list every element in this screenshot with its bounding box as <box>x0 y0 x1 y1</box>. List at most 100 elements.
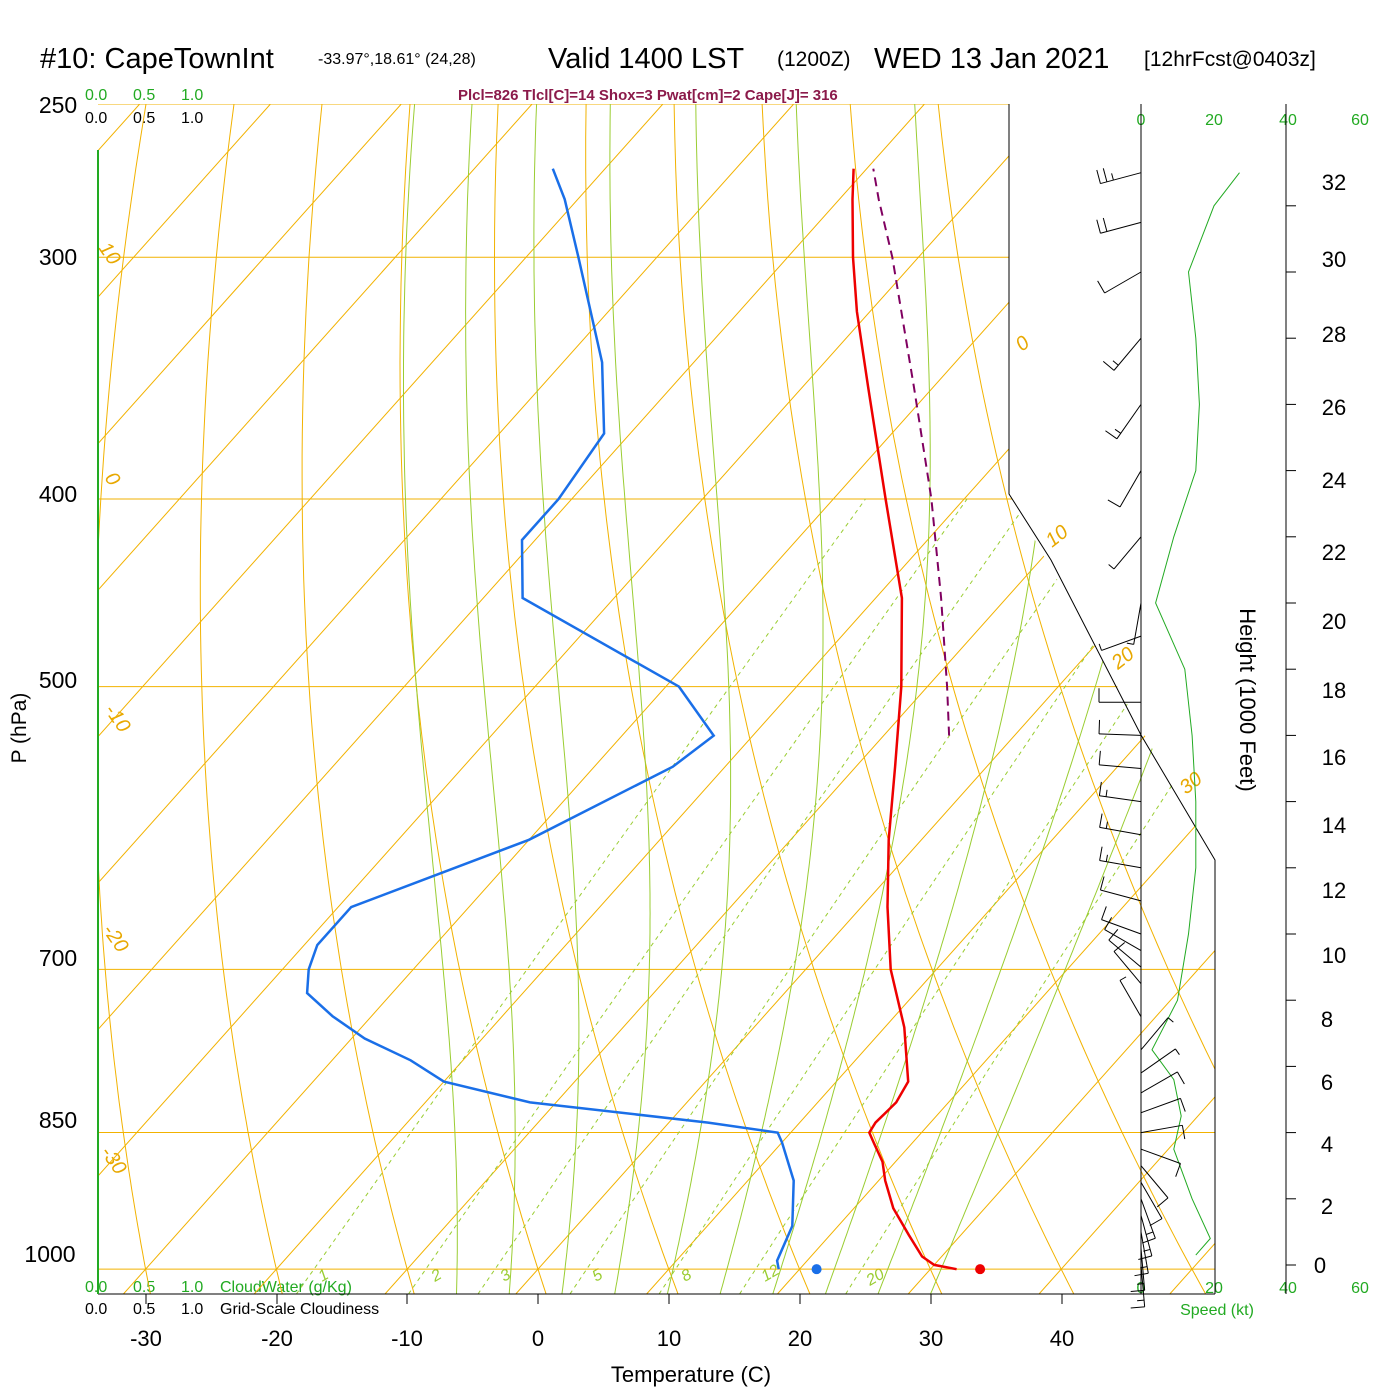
height-label: 16 <box>1322 745 1346 770</box>
parcel-trace <box>872 168 951 736</box>
cloudiness-tick: 0.5 <box>133 1301 155 1318</box>
barb-shaft <box>1099 733 1142 736</box>
x-axis-title: Temperature (C) <box>611 1362 771 1387</box>
wind-barb <box>1119 976 1142 1018</box>
wind-barb <box>1130 1248 1146 1293</box>
surface-dewpoint-marker <box>811 1264 822 1275</box>
temperature-label: -30 <box>130 1326 162 1351</box>
dry-adiabat-line <box>98 104 151 1294</box>
barb-half-flag <box>1146 1231 1154 1235</box>
barb-shaft <box>1100 221 1142 234</box>
barb-shaft <box>1113 536 1142 570</box>
forecast-run: [12hrFcst@0403z] <box>1144 48 1316 71</box>
wind-barb <box>1140 1124 1186 1140</box>
barb-half-flag <box>1167 1017 1174 1023</box>
wind-barb <box>1140 1071 1185 1094</box>
wind-barb <box>1140 1165 1169 1208</box>
height-label: 14 <box>1322 813 1346 838</box>
temperature-label: -20 <box>261 1326 293 1351</box>
pressure-label: 850 <box>39 1107 77 1133</box>
cloudwater-tick: 0.5 <box>133 87 155 104</box>
barb-flag <box>1104 917 1113 930</box>
temperature-tick-labels: -30 -20 -10 0 10 20 30 40 <box>130 1326 1074 1351</box>
cloudwater-tick: 0.0 <box>85 87 107 104</box>
barb-flag <box>1105 430 1118 440</box>
barb-flag <box>1130 1306 1145 1309</box>
barb-shaft <box>1100 889 1142 902</box>
moist-adiabat-line <box>874 104 1204 1294</box>
wind-speed-scale: 0 20 40 60 0 20 40 60 Speed (kt) <box>1137 112 1369 1319</box>
height-label: 24 <box>1322 468 1346 493</box>
height-label: 30 <box>1322 247 1346 272</box>
wind-barb <box>1099 846 1142 869</box>
y-axis-title: P (hPa) <box>8 693 31 764</box>
barb-half-flag <box>1126 642 1134 645</box>
moist-adiabat-line <box>403 104 458 1294</box>
barb-flag <box>1107 499 1121 508</box>
wind-speed-tick: 40 <box>1279 1280 1297 1297</box>
barb-half-flag <box>1111 173 1114 181</box>
height-label: 20 <box>1322 609 1346 634</box>
isotherm-line <box>515 104 1215 1294</box>
wind-barb <box>1140 1148 1181 1177</box>
wind-barb <box>1099 813 1142 836</box>
cloudwater-tick: 1.0 <box>181 1279 203 1296</box>
cloudwater-label: CloudWater (g/Kg) <box>220 1279 352 1296</box>
dry-adiabat-line <box>937 104 1215 1294</box>
wind-panel <box>1096 104 1296 1309</box>
dry-adiabat-line <box>1201 104 1215 1294</box>
height-label: 26 <box>1322 395 1346 420</box>
cloudiness-tick: 0.0 <box>85 1301 107 1318</box>
pressure-label: 500 <box>39 667 77 693</box>
barb-flag <box>1096 219 1101 234</box>
temperature-label: 0 <box>532 1326 544 1351</box>
isotherm-line <box>777 104 1215 1294</box>
wind-speed-tick: 60 <box>1351 112 1369 129</box>
barb-shaft <box>1099 826 1142 836</box>
wind-barb <box>1102 337 1142 371</box>
barb-flag <box>1142 1237 1156 1244</box>
dry-adiabat-line <box>301 104 415 1294</box>
temperature-trace <box>851 168 957 1271</box>
barb-half-flag <box>1105 821 1108 829</box>
valid-time: Valid 1400 LST <box>548 43 744 75</box>
wind-speed-tick: 20 <box>1205 1280 1223 1297</box>
barb-shaft <box>1099 764 1142 769</box>
wind-barb <box>1105 404 1142 440</box>
mixing-ratio-line <box>845 498 1215 1294</box>
mixing-ratio-line <box>477 498 1031 1294</box>
barb-shaft <box>1100 172 1142 185</box>
height-label: 10 <box>1322 943 1346 968</box>
barb-shaft <box>1104 929 1142 951</box>
height-label: 2 <box>1321 1194 1333 1219</box>
wind-barb <box>1108 536 1142 570</box>
barb-flag <box>1176 1071 1185 1085</box>
wind-speed-tick: 40 <box>1279 112 1297 129</box>
moist-adiabat-line <box>926 104 1215 1294</box>
barb-shaft <box>1140 1071 1178 1094</box>
barb-flag <box>1102 360 1115 371</box>
barb-shaft <box>1101 919 1142 935</box>
wind-barb <box>1134 1231 1149 1277</box>
surface-temperature-marker <box>975 1264 986 1275</box>
isotherm-line <box>98 104 402 1294</box>
wind-barb <box>1096 217 1142 234</box>
cloudiness-tick: 1.0 <box>181 110 203 127</box>
height-label: 4 <box>1321 1132 1333 1157</box>
barb-flag <box>1181 1125 1186 1140</box>
cloud-scale-bottom: 0.0 0.5 1.0 CloudWater (g/Kg) 0.0 0.5 1.… <box>85 1279 379 1318</box>
isotherm-line <box>98 104 795 1294</box>
wind-barb <box>1140 1181 1163 1227</box>
isotherm-line <box>98 104 925 1294</box>
barb-half-flag <box>1137 1299 1145 1302</box>
moist-adiabat-line <box>665 104 732 1294</box>
isotherm-line <box>98 104 533 1294</box>
station-coords: -33.97°,18.61° (24,28) <box>318 51 476 68</box>
barb-flag <box>1149 1218 1163 1227</box>
pressure-label: 250 <box>39 92 77 118</box>
barb-shaft <box>1119 470 1142 508</box>
wind-speed-line <box>1151 172 1240 1256</box>
wind-barb <box>1104 917 1142 951</box>
moist-adiabat-line <box>717 104 824 1294</box>
